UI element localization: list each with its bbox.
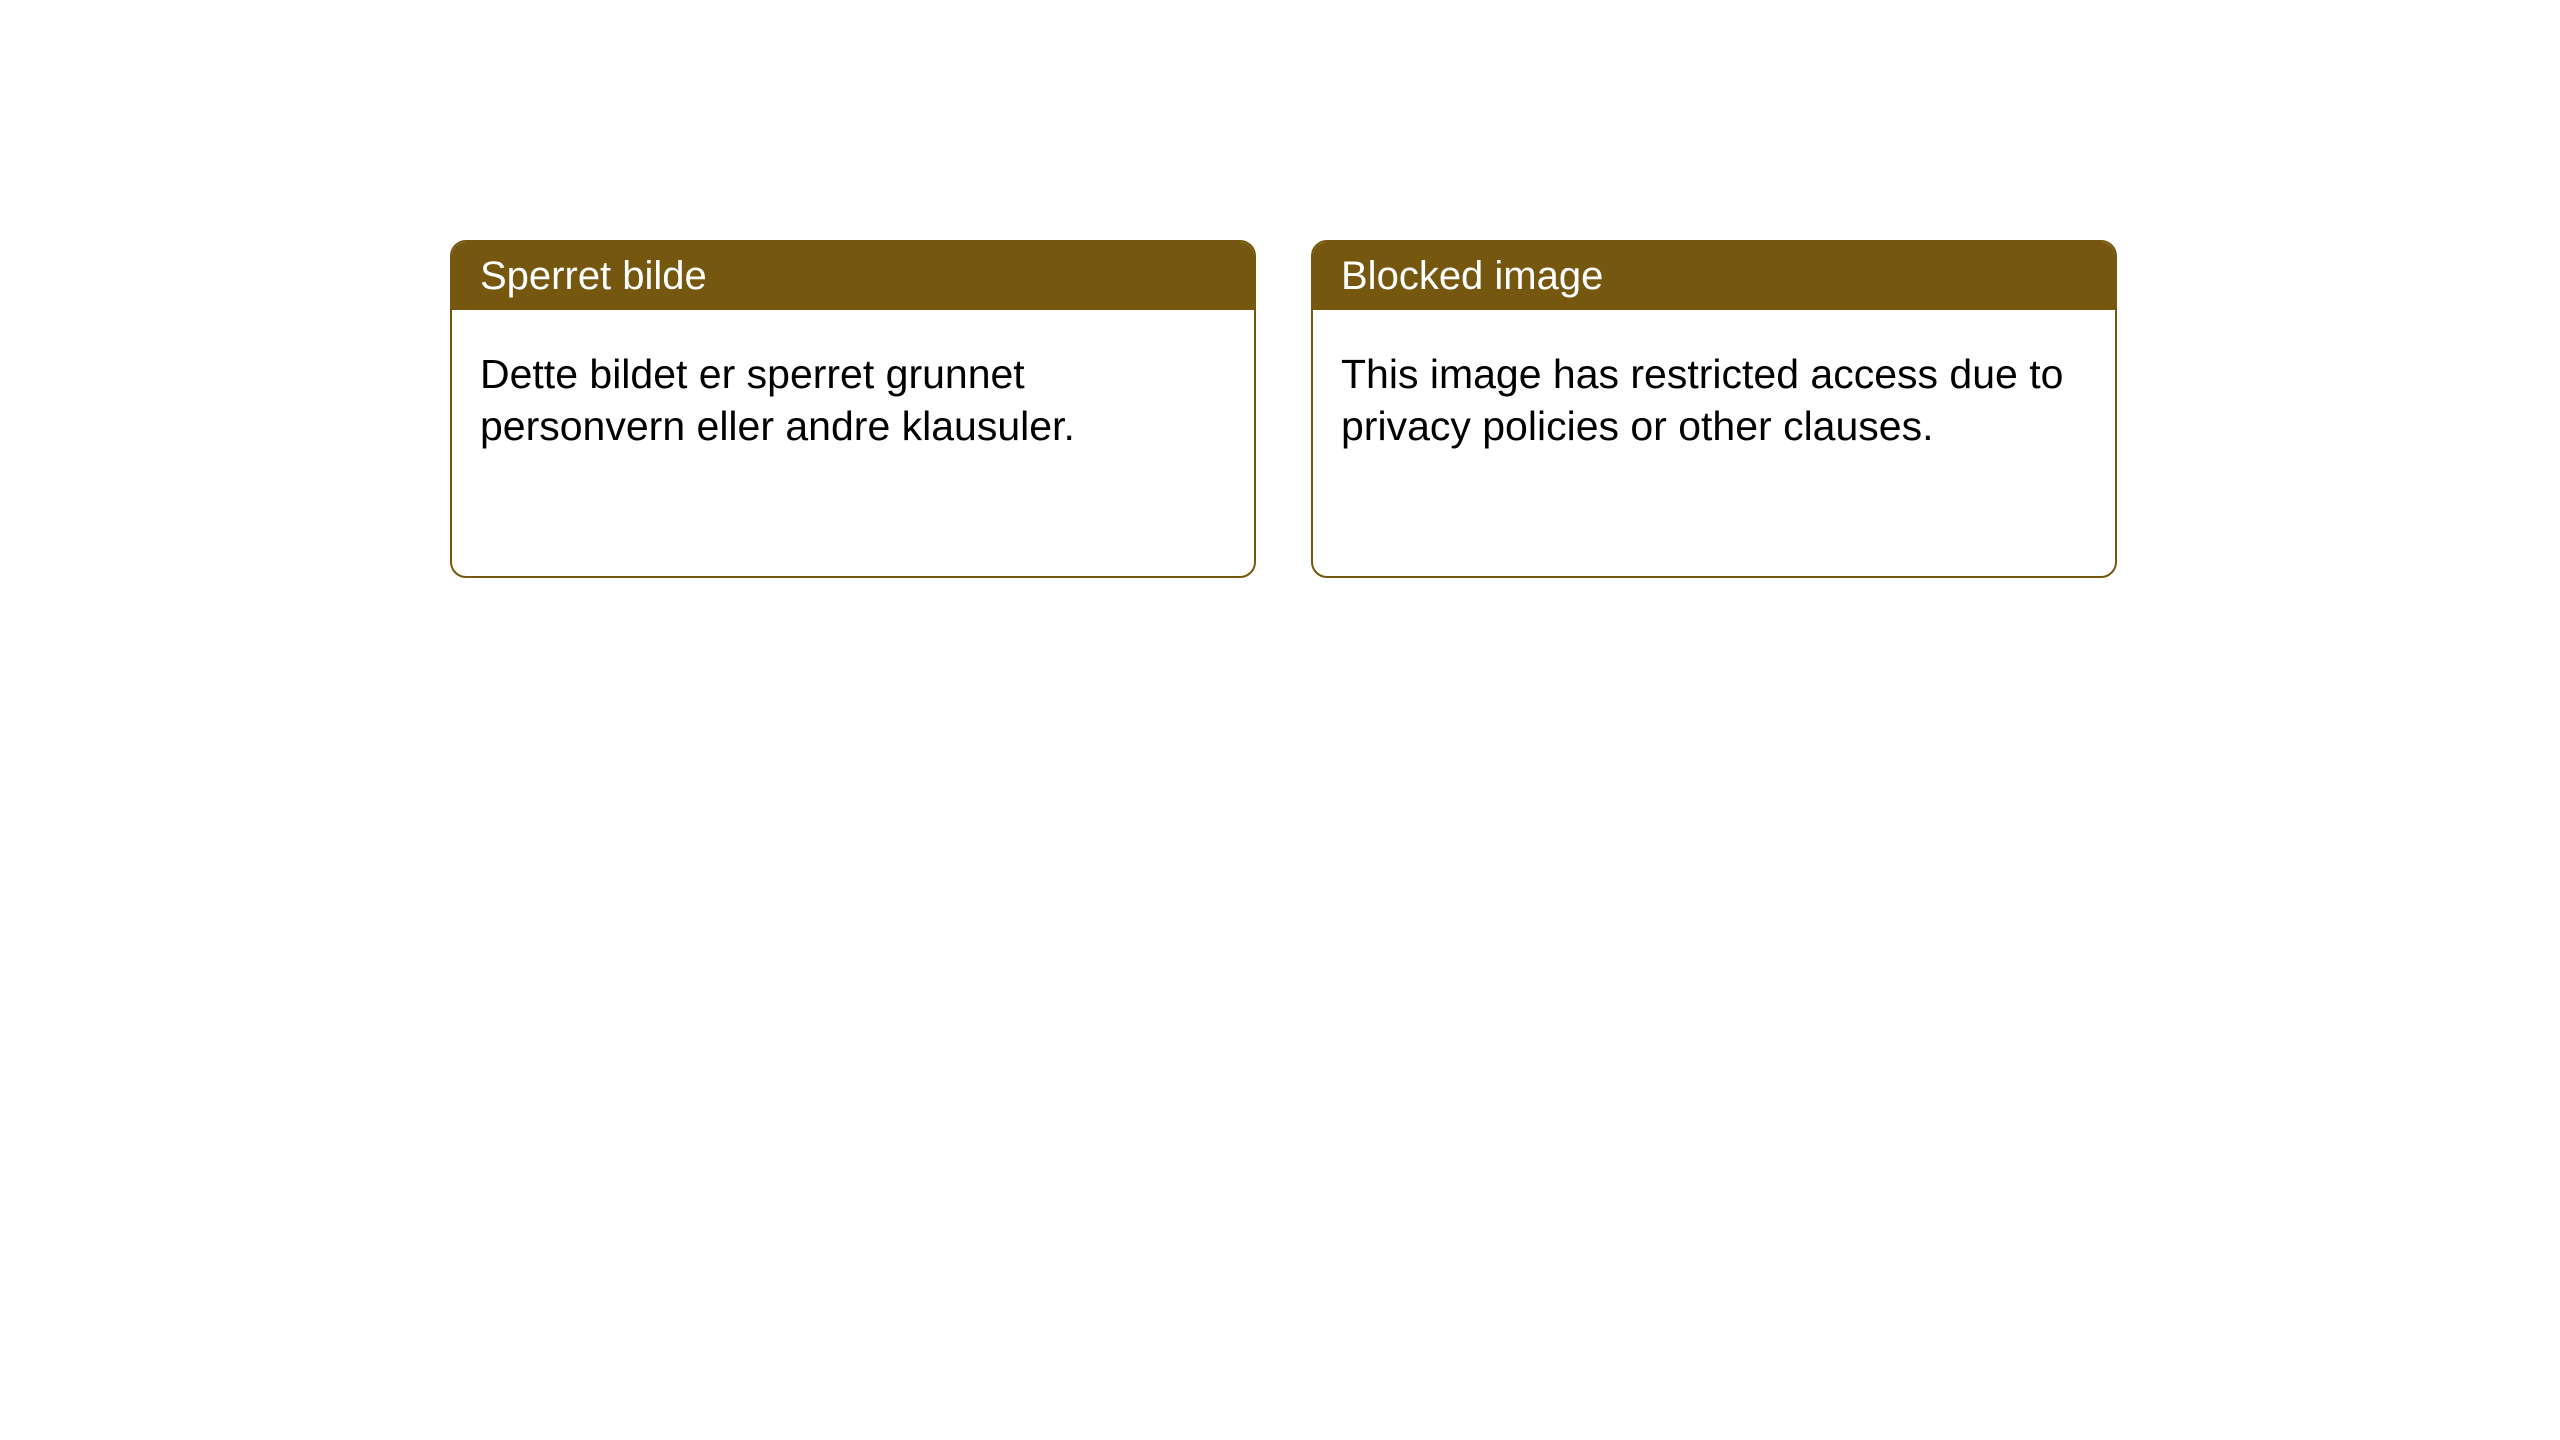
card-body: Dette bildet er sperret grunnet personve… bbox=[452, 310, 1254, 490]
card-header-text: Sperret bilde bbox=[480, 254, 707, 298]
card-body-text: Dette bildet er sperret grunnet personve… bbox=[480, 351, 1075, 449]
blocked-image-card-en: Blocked image This image has restricted … bbox=[1311, 240, 2117, 578]
card-body: This image has restricted access due to … bbox=[1313, 310, 2115, 490]
cards-container: Sperret bilde Dette bildet er sperret gr… bbox=[0, 0, 2560, 578]
blocked-image-card-no: Sperret bilde Dette bildet er sperret gr… bbox=[450, 240, 1256, 578]
card-body-text: This image has restricted access due to … bbox=[1341, 351, 2063, 449]
card-header: Blocked image bbox=[1313, 242, 2115, 310]
card-header-text: Blocked image bbox=[1341, 254, 1603, 298]
card-header: Sperret bilde bbox=[452, 242, 1254, 310]
